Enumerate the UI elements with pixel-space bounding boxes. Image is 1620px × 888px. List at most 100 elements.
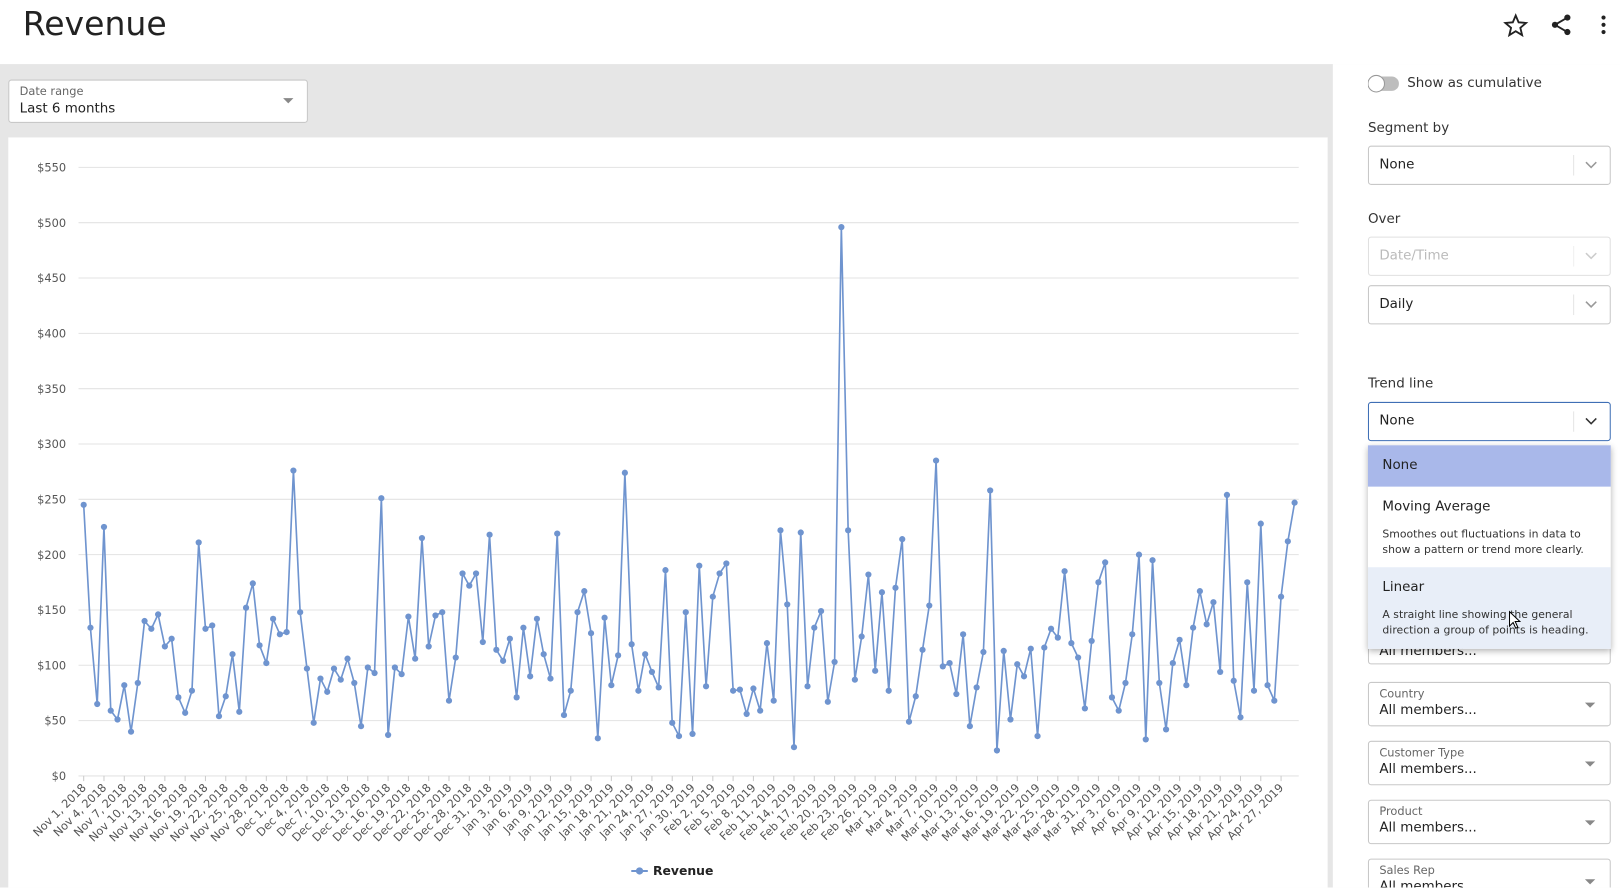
data-point <box>134 679 141 687</box>
data-point <box>256 642 263 649</box>
data-point <box>445 697 453 704</box>
data-point <box>635 687 642 694</box>
data-point <box>209 622 216 629</box>
data-point <box>432 612 439 619</box>
y-tick-label: $500 <box>37 216 66 230</box>
data-point <box>797 529 804 536</box>
cumulative-toggle[interactable] <box>1367 74 1399 93</box>
data-point <box>574 609 581 616</box>
data-point <box>987 487 994 494</box>
data-point <box>452 654 459 661</box>
data-point <box>723 560 730 567</box>
data-point <box>1264 682 1271 689</box>
data-point <box>696 562 703 569</box>
data-point <box>912 693 919 700</box>
settings-panel: Show as cumulative Segment by None Over … <box>1332 64 1620 888</box>
favorite-icon[interactable] <box>1503 13 1529 38</box>
data-point <box>479 638 486 646</box>
data-point <box>418 534 426 542</box>
data-point <box>919 646 926 653</box>
data-point <box>493 646 500 653</box>
data-point <box>885 687 892 694</box>
data-point <box>594 735 601 742</box>
data-point <box>80 501 87 508</box>
data-point <box>459 570 466 577</box>
data-point <box>1047 625 1055 632</box>
option-linear[interactable]: Linear A straight line showing the genera… <box>1367 567 1611 649</box>
data-point <box>527 673 534 680</box>
data-point <box>709 593 716 600</box>
segment-label: Segment by <box>1367 120 1450 137</box>
data-point <box>188 687 196 694</box>
share-icon[interactable] <box>1551 14 1571 36</box>
data-point <box>824 698 831 705</box>
data-point <box>655 684 662 691</box>
more-icon[interactable] <box>1601 15 1606 35</box>
data-point <box>324 688 331 695</box>
option-moving-average[interactable]: Moving Average Smoothes out fluctuations … <box>1368 487 1611 568</box>
data-point <box>236 708 243 715</box>
data-point <box>297 609 304 616</box>
data-point <box>953 690 960 698</box>
option-none[interactable]: None <box>1367 445 1611 487</box>
legend-swatch <box>635 867 644 875</box>
data-point <box>547 675 554 682</box>
data-point <box>405 613 412 620</box>
data-point <box>1135 551 1143 558</box>
data-point <box>790 744 798 751</box>
segment-select[interactable]: None <box>1367 145 1611 185</box>
data-point <box>1041 644 1048 651</box>
over-select[interactable]: Daily <box>1367 285 1611 325</box>
trend-select[interactable]: None <box>1367 401 1611 442</box>
data-point <box>899 536 906 543</box>
data-point <box>1000 647 1007 655</box>
y-tick-label: $0 <box>52 769 66 783</box>
filter-select[interactable]: Product All members... <box>1367 799 1611 845</box>
data-point <box>1142 736 1149 743</box>
filter-select[interactable]: Sales Rep All members... <box>1367 858 1611 888</box>
data-point <box>466 582 473 589</box>
data-point <box>567 687 574 694</box>
option-title: None <box>1382 457 1418 474</box>
data-point <box>513 694 520 701</box>
filter-select[interactable]: Country All members... <box>1367 681 1611 727</box>
page-title: Revenue <box>22 4 167 44</box>
data-point <box>1088 637 1095 645</box>
data-point <box>878 589 886 596</box>
chevron <box>1573 411 1597 432</box>
data-point <box>371 669 378 677</box>
data-point <box>946 659 953 667</box>
data-point <box>229 651 236 658</box>
y-tick-label: $100 <box>37 658 66 672</box>
data-point <box>168 635 175 642</box>
data-point <box>242 604 250 611</box>
over-label: Over <box>1367 211 1401 228</box>
data-point <box>777 527 784 534</box>
data-point <box>662 567 669 574</box>
option-title: Linear <box>1382 579 1425 596</box>
data-point <box>439 609 446 616</box>
date-range-value: Last 6 months <box>19 101 116 117</box>
data-point <box>1250 687 1258 694</box>
y-tick-label: $200 <box>37 548 66 562</box>
data-point <box>1081 705 1088 712</box>
data-point <box>1217 668 1224 676</box>
filter-label: Product <box>1379 804 1423 819</box>
data-point <box>182 709 189 716</box>
data-point <box>858 633 865 640</box>
data-point <box>669 719 676 726</box>
data-point <box>425 643 432 650</box>
filter-label: Customer Type <box>1379 745 1465 760</box>
filter-label: Sales Rep <box>1379 863 1435 878</box>
data-point <box>1007 716 1014 723</box>
data-point <box>276 631 283 638</box>
dropdown-arrow <box>1584 702 1596 708</box>
dropdown-arrow <box>283 98 294 104</box>
date-range-select[interactable]: Date range Last 6 months <box>8 79 308 123</box>
data-point <box>1156 679 1163 687</box>
y-tick-label: $400 <box>37 326 66 340</box>
data-point <box>702 683 710 690</box>
filter-select[interactable]: Customer Type All members... <box>1367 740 1611 786</box>
data-point <box>1129 631 1136 638</box>
